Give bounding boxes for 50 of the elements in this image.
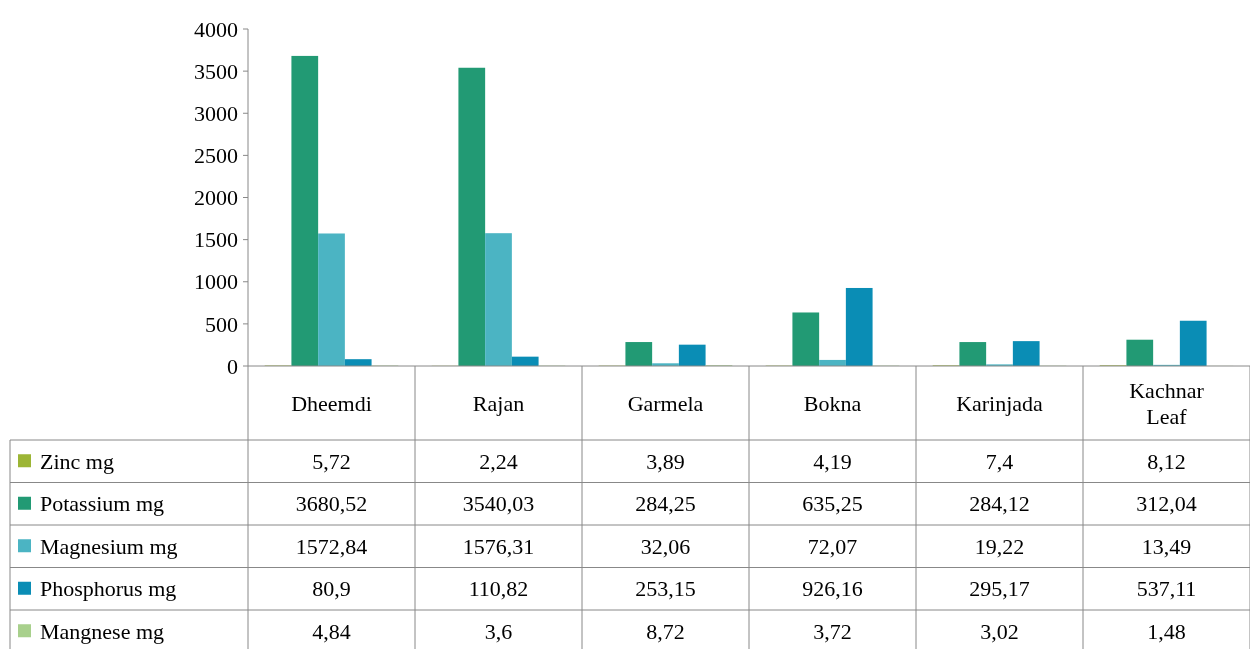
y-tick-label: 3000 [194, 100, 238, 126]
data-label: 3,89 [646, 448, 685, 474]
data-label: 3,02 [980, 618, 1019, 644]
x-tick-label: Bokna [803, 390, 862, 416]
data-label: 312,04 [1136, 491, 1197, 517]
y-tick-label: 2500 [194, 143, 238, 169]
data-label: 4,84 [312, 618, 351, 644]
x-tick-label: Karinjada [956, 390, 1044, 416]
data-label: 1576,31 [462, 533, 535, 559]
data-label: 3,6 [484, 618, 513, 644]
legend-label: Potassium mg [40, 491, 165, 517]
y-tick-label: 0 [227, 353, 238, 379]
x-tick-label: Garmela [627, 390, 704, 416]
data-label: 295,17 [969, 576, 1030, 602]
data-label: 3,72 [813, 618, 852, 644]
y-tick-label: 500 [205, 311, 238, 337]
x-tick-label: Rajan [472, 390, 525, 416]
y-tick-label: 1500 [194, 227, 238, 253]
legend-label: Phosphorus mg [40, 576, 177, 602]
y-tick-label: 2000 [194, 185, 238, 211]
x-tick-label: Dheemdi [291, 390, 372, 416]
data-label: 32,06 [640, 533, 691, 559]
y-tick-label: 3500 [194, 58, 238, 84]
data-label: 13,49 [1141, 533, 1192, 559]
data-label: 253,15 [635, 576, 696, 602]
data-label: 80,9 [312, 576, 351, 602]
legend-label: Zinc mg [40, 448, 114, 474]
legend-label: Magnesium mg [40, 533, 178, 559]
data-label: 537,11 [1136, 576, 1197, 602]
data-label: 3680,52 [295, 491, 368, 517]
data-label: 1572,84 [295, 533, 368, 559]
data-label: 284,25 [635, 491, 696, 517]
y-tick-label: 4000 [194, 16, 238, 42]
data-label: 8,12 [1147, 448, 1186, 474]
data-label: 3540,03 [462, 491, 535, 517]
data-label: 4,19 [813, 448, 852, 474]
y-tick-label: 1000 [194, 269, 238, 295]
data-label: 7,4 [985, 448, 1014, 474]
x-tick-label: Kachnar Leaf [1129, 377, 1205, 429]
data-label: 2,24 [479, 448, 518, 474]
data-label: 5,72 [312, 448, 351, 474]
legend-label: Mangnese mg [40, 618, 165, 644]
data-label: 72,07 [807, 533, 858, 559]
data-label: 19,22 [974, 533, 1025, 559]
data-label: 635,25 [802, 491, 863, 517]
data-label: 284,12 [969, 491, 1030, 517]
data-label: 8,72 [646, 618, 685, 644]
data-label: 110,82 [468, 576, 529, 602]
data-label: 1,48 [1147, 618, 1186, 644]
data-label: 926,16 [802, 576, 863, 602]
